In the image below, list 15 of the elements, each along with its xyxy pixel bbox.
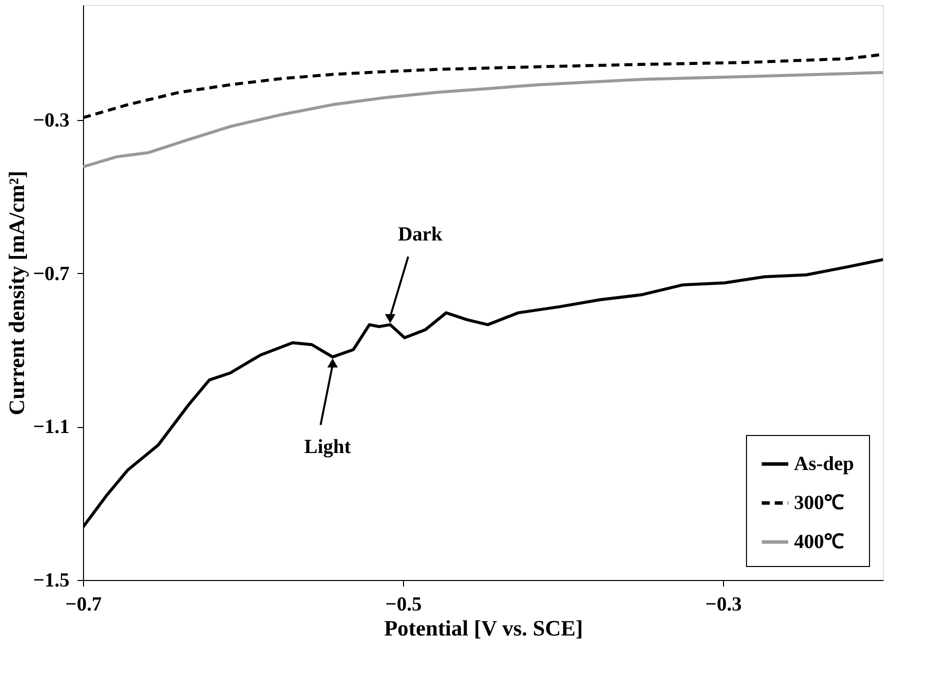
y-axis-title: Current density [mA/cm²] [4, 170, 30, 416]
y-tick-label: −0.3 [33, 110, 70, 132]
y-tick-label: −1.5 [33, 570, 70, 592]
annotation: Dark [398, 224, 444, 246]
legend-label: 300℃ [794, 492, 844, 514]
y-tick-label: −0.7 [33, 262, 70, 285]
annotation: Light [304, 436, 352, 458]
y-tick-label: −1.1 [33, 416, 70, 438]
x-tick-label: −0.3 [705, 594, 742, 616]
x-axis-title: Potential [V vs. SCE] [384, 616, 583, 640]
legend-label: As-dep [794, 453, 854, 475]
line-series [83, 70, 883, 168]
x-tick-label: −0.7 [65, 594, 102, 616]
x-tick-label: −0.5 [385, 594, 422, 616]
legend-label: 400℃ [794, 531, 844, 553]
